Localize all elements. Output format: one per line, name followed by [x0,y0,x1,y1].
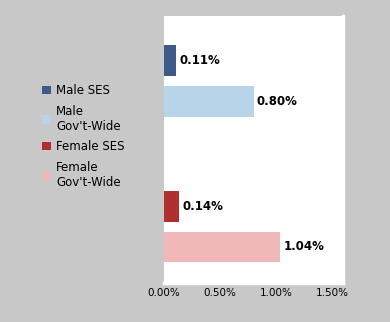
Bar [164,45,176,76]
Bar [164,86,254,117]
Text: 1.04%: 1.04% [284,241,324,253]
Legend: Male SES, Male
Gov't-Wide, Female SES, Female
Gov't-Wide: Male SES, Male Gov't-Wide, Female SES, F… [41,83,126,190]
Bar [164,232,280,262]
Text: 0.14%: 0.14% [183,200,224,213]
Text: 0.11%: 0.11% [179,54,220,67]
Bar [164,191,179,222]
Text: 0.80%: 0.80% [257,95,298,108]
